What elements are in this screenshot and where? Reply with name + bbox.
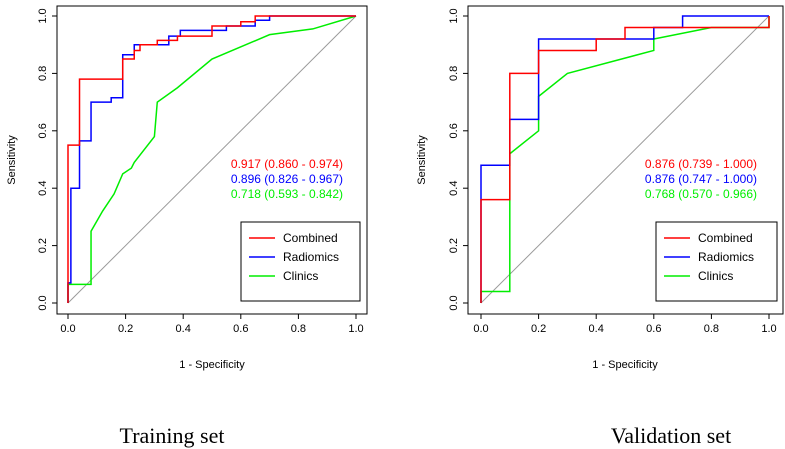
auc-clinics: 0.768 (0.570 - 0.966) (645, 187, 757, 201)
legend: Combined Radiomics Clinics (655, 221, 778, 302)
y-tick-label: 0.0 (448, 295, 460, 310)
x-tick-label: 0.2 (118, 323, 133, 335)
y-tick-label: 0.6 (448, 123, 460, 138)
x-axis-label: 1 - Specificity (592, 359, 658, 371)
x-axis-label: 1 - Specificity (179, 359, 245, 371)
auc-radiomics: 0.896 (0.826 - 0.967) (231, 172, 343, 186)
legend-label-clinics: Clinics (698, 269, 733, 283)
auc-radiomics: 0.876 (0.747 - 1.000) (645, 172, 757, 186)
plot-frame (467, 5, 784, 315)
roc-curve-combined (67, 15, 356, 303)
roc-curve-radiomics (480, 15, 769, 303)
panel-caption-training: Training set (120, 423, 225, 448)
y-tick-label: 0.0 (37, 295, 49, 310)
y-axis-label: Sensitivity (6, 135, 18, 185)
y-tick-label: 1.0 (37, 8, 49, 23)
chance-line (480, 15, 770, 304)
x-tick-label: 0.6 (646, 323, 661, 335)
auc-clinics: 0.718 (0.593 - 0.842) (231, 187, 343, 201)
y-tick-label: 1.0 (448, 8, 460, 23)
x-tick-label: 0.4 (176, 323, 191, 335)
reference-diagonal (480, 15, 770, 304)
chance-line (67, 15, 357, 304)
plot-frame (56, 5, 368, 315)
x-tick-label: 0.8 (704, 323, 719, 335)
y-axis-label: Sensitivity (416, 135, 428, 185)
legend-label-radiomics: Radiomics (283, 250, 339, 264)
y-tick-label: 0.4 (448, 181, 460, 196)
x-tick-label: 0.4 (589, 323, 604, 335)
x-tick-label: 0.6 (233, 323, 248, 335)
auc-combined: 0.876 (0.739 - 1.000) (645, 157, 757, 171)
roc-curves (67, 15, 357, 303)
legend-box (240, 221, 361, 302)
x-tick-label: 1.0 (348, 323, 363, 335)
legend-label-combined: Combined (283, 231, 338, 245)
validation-roc-panel: 0.0 0.2 0.4 0.6 0.8 1.0 0.0 0.2 0.4 0.6 0.8 1.0 Sen… (416, 5, 784, 448)
y-tick-label: 0.8 (37, 66, 49, 81)
roc-curves (480, 15, 770, 303)
roc-curve-combined (480, 16, 770, 303)
y-tick-label: 0.2 (448, 238, 460, 253)
y-tick-label: 0.4 (37, 181, 49, 196)
legend-label-radiomics: Radiomics (698, 250, 754, 264)
training-roc-panel: 0.0 0.2 0.4 0.6 0.8 1.0 0.0 0.2 0.4 0.6 0.8 1.0 Sen… (6, 5, 368, 448)
y-tick-label: 0.8 (448, 66, 460, 81)
panel-caption-validation: Validation set (611, 423, 731, 448)
x-tick-label: 0.0 (60, 323, 75, 335)
roc-curve-clinics (67, 15, 357, 303)
legend-label-clinics: Clinics (283, 269, 318, 283)
x-tick-label: 0.2 (531, 323, 546, 335)
x-tick-label: 0.0 (473, 323, 488, 335)
axes: 0.0 0.2 0.4 0.6 0.8 1.0 0.0 0.2 0.4 0.6 0.8 1.0 (37, 8, 364, 335)
legend-label-combined: Combined (698, 231, 753, 245)
reference-diagonal (67, 15, 357, 304)
legend: Combined Radiomics Clinics (240, 221, 361, 302)
axes: 0.0 0.2 0.4 0.6 0.8 1.0 0.0 0.2 0.4 0.6 0.8 1.0 (448, 8, 777, 335)
y-tick-label: 0.6 (37, 123, 49, 138)
x-tick-label: 1.0 (761, 323, 776, 335)
y-tick-label: 0.2 (37, 238, 49, 253)
auc-combined: 0.917 (0.860 - 0.974) (231, 157, 343, 171)
legend-box (655, 221, 778, 302)
x-tick-label: 0.8 (291, 323, 306, 335)
